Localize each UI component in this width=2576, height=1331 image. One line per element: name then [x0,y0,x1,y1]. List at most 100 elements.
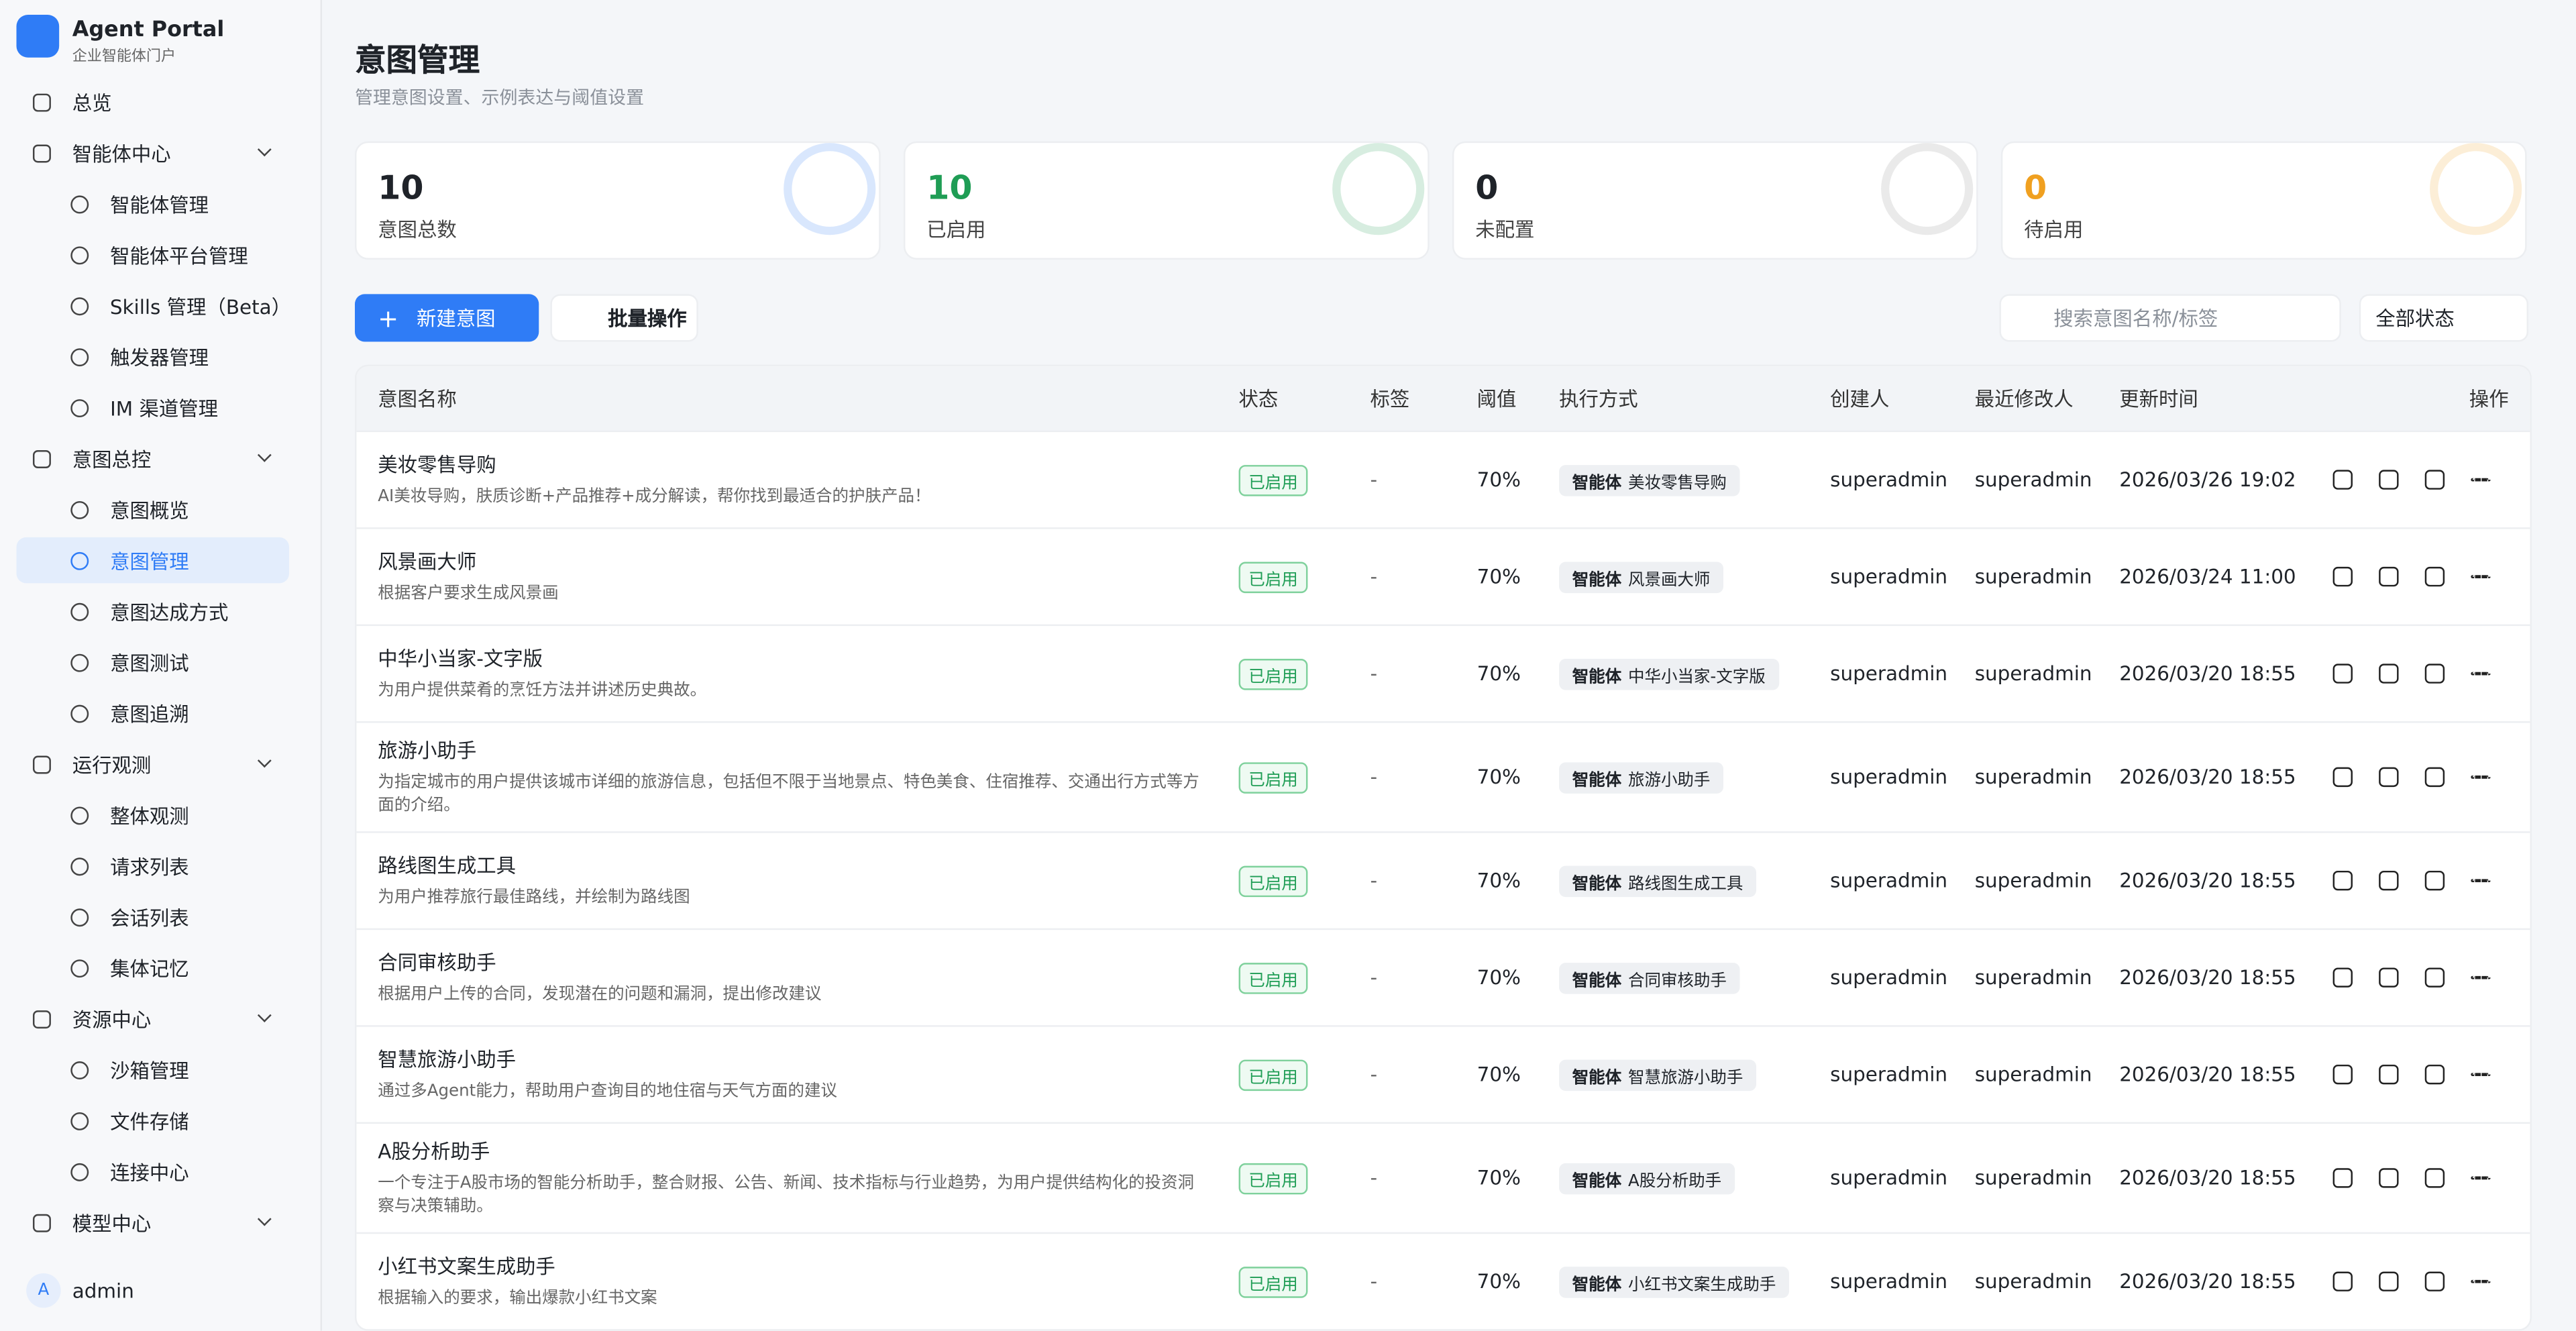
more-action[interactable] [2471,975,2491,979]
status-filter[interactable]: 全部状态 [2359,294,2529,342]
link-action[interactable] [2379,566,2399,587]
pause-action[interactable] [2424,1271,2445,1291]
exec-target: 智慧旅游小助手 [1627,1069,1743,1087]
nav-item[interactable]: 意图达成方式 [16,588,289,635]
status-cell: 已启用 [1238,865,1371,896]
nav-item[interactable]: 意图概览 [16,486,289,533]
exec-cell: 智能体 A股分析助手 [1559,1162,1830,1194]
nav-group[interactable]: 总览 [16,79,289,125]
more-action[interactable] [2471,1176,2491,1180]
chevron [257,447,272,462]
edit-action[interactable] [2332,1168,2353,1188]
intent-name[interactable]: 美妆零售导购 [378,453,496,477]
pause-action[interactable] [2424,870,2445,891]
pause-action[interactable] [2424,1168,2445,1188]
edit-action[interactable] [2332,663,2353,684]
nav-icon [70,908,89,926]
more-action[interactable] [2471,575,2491,579]
status-chip: 已启用 [1238,761,1308,793]
nav-item[interactable]: 智能体管理 [16,180,289,227]
nav-item[interactable]: IM 渠道管理 [16,384,289,431]
exec-chip: 智能体 中华小当家-文字版 [1559,657,1779,690]
exec-chip: 智能体 智慧旅游小助手 [1559,1059,1756,1090]
nav-item[interactable]: 触发器管理 [16,333,289,380]
column-header: 操作 [2469,387,2509,411]
nav-group[interactable]: 运行观测 [16,741,289,787]
tag-cell: - [1370,966,1378,990]
nav-group[interactable]: 智能体中心 [16,129,289,176]
nav-group[interactable]: 模型中心 [16,1200,289,1246]
intent-name[interactable]: 中华小当家-文字版 [378,647,543,671]
nav-item[interactable]: 意图管理 [16,537,290,584]
modifier-cell: superadmin [1974,966,2092,990]
modifier-cell: superadmin [1974,1063,2092,1086]
intent-desc: 根据客户要求生成风景画 [378,584,559,603]
nav-label: 意图管理 [110,549,189,573]
link-action[interactable] [2379,1271,2399,1291]
intent-name[interactable]: 风景画大师 [378,550,477,574]
nav-item[interactable]: 意图测试 [16,639,289,686]
more-action[interactable] [2471,1073,2491,1077]
link-action[interactable] [2379,1064,2399,1085]
more-action[interactable] [2471,879,2491,883]
link-action[interactable] [2379,967,2399,988]
user-name[interactable]: admin [72,1279,134,1303]
nav-item[interactable]: 请求列表 [16,843,289,889]
link-action[interactable] [2379,470,2399,490]
pause-action[interactable] [2424,967,2445,988]
edit-action[interactable] [2332,470,2353,490]
nav-item[interactable]: 整体观测 [16,792,289,838]
status-chip: 已启用 [1238,1059,1308,1090]
nav-label: 资源中心 [72,1008,152,1031]
pause-action[interactable] [2424,1064,2445,1085]
nav-label: 智能体平台管理 [110,244,248,267]
nav-item[interactable]: 沙箱管理 [16,1047,289,1093]
link-action[interactable] [2379,767,2399,788]
exec-target: 风景画大师 [1627,571,1711,589]
nav-item[interactable]: 智能体平台管理 [16,231,289,278]
edit-action[interactable] [2332,1064,2353,1085]
nav-item[interactable]: 会话列表 [16,894,289,940]
more-action[interactable] [2471,1279,2491,1283]
link-action[interactable] [2379,663,2399,684]
nav-item[interactable]: 文件存储 [16,1098,289,1144]
intent-name[interactable]: 小红书文案生成助手 [378,1255,555,1279]
more-action[interactable] [2471,672,2491,676]
edit-action[interactable] [2332,1271,2353,1291]
exec-cell: 智能体 小红书文案生成助手 [1559,1265,1830,1297]
intent-name[interactable]: 路线图生成工具 [378,854,517,877]
nav-item[interactable]: Skills 管理（Beta） [16,282,291,329]
edit-action[interactable] [2332,767,2353,788]
nav-icon [70,500,89,519]
stat-decoration [1332,143,1425,235]
intent-name[interactable]: 智慧旅游小助手 [378,1048,517,1071]
more-action[interactable] [2471,775,2491,779]
intent-name[interactable]: 旅游小助手 [378,739,477,763]
exec-type: 智能体 [1572,1275,1622,1294]
link-action[interactable] [2379,1168,2399,1188]
chevron [257,753,272,768]
exec-cell: 智能体 中华小当家-文字版 [1559,657,1830,690]
link-action[interactable] [2379,870,2399,891]
intent-name[interactable]: 合同审核助手 [378,951,496,975]
pause-action[interactable] [2424,566,2445,587]
search-input[interactable]: 搜索意图名称/标签 [1999,294,2341,342]
pause-action[interactable] [2424,663,2445,684]
pause-action[interactable] [2424,767,2445,788]
nav-item[interactable]: 连接中心 [16,1149,289,1195]
pause-action[interactable] [2424,470,2445,490]
nav-group[interactable]: 意图总控 [16,435,289,482]
exec-type: 智能体 [1572,875,1622,894]
batch-button[interactable]: 批量操作 [550,294,698,342]
edit-action[interactable] [2332,967,2353,988]
more-action[interactable] [2471,478,2491,482]
new-button[interactable]: + 新建意图 [354,294,539,342]
exec-type: 智能体 [1572,474,1622,492]
edit-action[interactable] [2332,870,2353,891]
intent-name[interactable]: A股分析助手 [378,1140,490,1163]
stat-label: 未配置 [1475,218,1535,242]
nav-item[interactable]: 集体记忆 [16,945,289,991]
edit-action[interactable] [2332,566,2353,587]
nav-item[interactable]: 意图追溯 [16,690,289,737]
nav-group[interactable]: 资源中心 [16,996,289,1042]
